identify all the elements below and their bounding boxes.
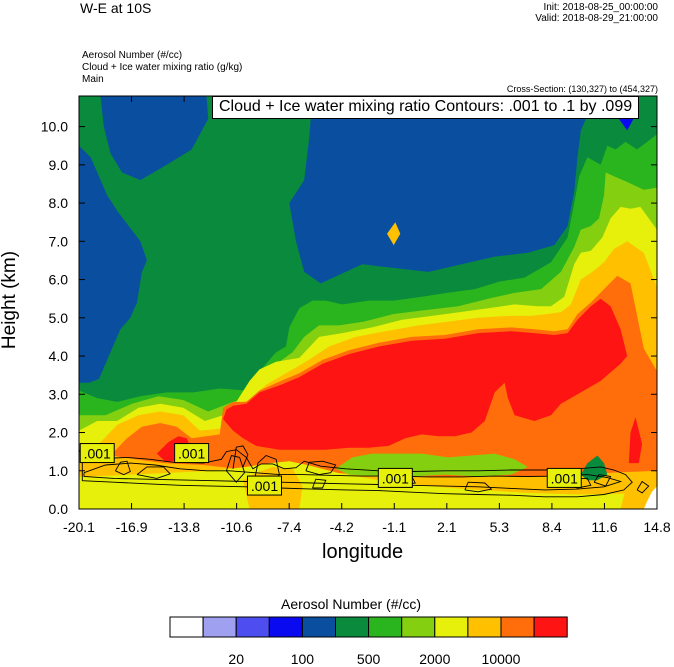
contour-line-13 <box>312 478 327 489</box>
colorbar-label: 20 <box>228 651 244 667</box>
x-axis-label: longitude <box>322 541 404 563</box>
colorbar: 20 100 500 2000 10000 <box>169 616 568 667</box>
colorbar-box-9 <box>467 616 502 638</box>
colorbar-box-7 <box>401 616 436 638</box>
x-tick-label: -4.2 <box>330 519 354 535</box>
y-axis-label: Height (km) <box>0 250 20 350</box>
colorbar-box-10 <box>500 616 535 638</box>
x-tick-label: -13.8 <box>168 519 200 535</box>
colorbar-box-2 <box>235 616 270 638</box>
y-tick-label: 10.0 <box>41 119 68 135</box>
y-tick-label: 0.0 <box>49 501 69 517</box>
y-tick-label: 2.0 <box>49 425 69 441</box>
x-tick-label: 8.4 <box>542 519 562 535</box>
aerosol-region-2 <box>100 96 209 181</box>
contour-line-3 <box>225 454 246 483</box>
aerosol-region-15 <box>223 298 628 450</box>
aerosol-region-1 <box>209 96 603 284</box>
contour-label-box-1 <box>174 443 210 464</box>
aerosol-region-20 <box>643 486 657 509</box>
colorbar-title: Aerosol Number (#/cc) <box>281 596 422 612</box>
contour-line-9 <box>636 480 650 494</box>
contour-label-2: .001 <box>251 478 278 494</box>
contour-line-8 <box>593 474 612 487</box>
contour-label-0: .001 <box>84 446 111 462</box>
x-tick-label: -20.1 <box>63 519 95 535</box>
y-tick-label: 5.0 <box>49 310 69 326</box>
contour-label-4: .001 <box>551 470 578 486</box>
colorbar-label: 500 <box>357 651 381 667</box>
y-tick-label: 6.0 <box>49 272 69 288</box>
y-tick-label: 4.0 <box>49 348 69 364</box>
x-tick-label: -1.1 <box>382 519 406 535</box>
colorbar-box-3 <box>268 616 303 638</box>
contour-label-3: .001 <box>382 470 409 486</box>
valid-time: Valid: 2018-08-29_21:00:00 <box>535 13 658 24</box>
x-tick-label: -7.4 <box>277 519 301 535</box>
x-tick-label: 14.8 <box>643 519 670 535</box>
contour-label-1: .001 <box>178 446 205 462</box>
aerosol-region-19 <box>387 222 401 246</box>
field-line-cloud-ice: Cloud + Ice water mixing ratio (g/kg) <box>82 62 243 73</box>
field-line-aerosol: Aerosol Number (#/cc) <box>82 50 183 61</box>
contour-line-14 <box>115 460 131 476</box>
colorbar-box-11 <box>533 616 568 638</box>
colorbar-box-6 <box>368 616 403 638</box>
contour-label-box-2 <box>246 475 282 496</box>
colorbar-box-8 <box>434 616 469 638</box>
contour-label-box-4 <box>546 467 582 488</box>
y-axis: 0.0 1.0 2.0 3.0 4.0 5.0 6.0 7.0 8.0 9.0 10.0 <box>41 119 657 517</box>
aerosol-region-11 <box>79 461 657 509</box>
x-tick-label: 5.3 <box>490 519 510 535</box>
init-time: Init: 2018-08-25_00:00:00 <box>543 2 658 13</box>
contour-labels: .001 .001 .001 .001 .001 <box>79 443 582 496</box>
y-tick-label: 9.0 <box>49 157 69 173</box>
field-line-main: Main <box>82 74 104 85</box>
aerosol-region-3 <box>79 145 147 383</box>
y-tick-label: 7.0 <box>49 233 69 249</box>
main-title: W-E at 10S <box>80 0 152 16</box>
contour-label-box-3 <box>377 467 413 488</box>
colorbar-label: 100 <box>291 651 315 667</box>
aerosol-number-filled-contours <box>79 96 657 509</box>
aerosol-region-18 <box>628 417 643 464</box>
contour-line-12 <box>232 445 249 469</box>
colorbar-box-5 <box>335 616 370 638</box>
x-tick-label: -16.9 <box>116 519 148 535</box>
colorbar-label: 2000 <box>419 651 450 667</box>
aerosol-region-12 <box>335 453 528 477</box>
y-tick-label: 3.0 <box>49 386 69 402</box>
contour-info-box: Cloud + Ice water mixing ratio Contours:… <box>212 96 640 119</box>
colorbar-label: 10000 <box>482 651 521 667</box>
x-axis: -20.1 -16.9 -13.8 -10.6 -7.4 -4.2 -1.1 2.1 5.3 8.… <box>63 96 671 535</box>
colorbar-box-1 <box>202 616 237 638</box>
aerosol-region-17 <box>580 455 608 481</box>
y-tick-label: 1.0 <box>49 463 69 479</box>
contour-line-5 <box>136 466 171 479</box>
contour-line-15 <box>464 481 493 493</box>
x-tick-label: -10.6 <box>221 519 253 535</box>
colorbar-box-0 <box>169 616 204 638</box>
y-tick-label: 8.0 <box>49 195 69 211</box>
contour-line-4 <box>305 460 337 476</box>
x-tick-label: 2.1 <box>437 519 457 535</box>
contour-label-box-0 <box>79 443 115 464</box>
x-tick-label: 11.6 <box>591 519 617 535</box>
colorbar-box-4 <box>301 616 336 638</box>
cross-section-coordinates: Cross-Section: (130,327) to (454,327) <box>506 84 658 94</box>
